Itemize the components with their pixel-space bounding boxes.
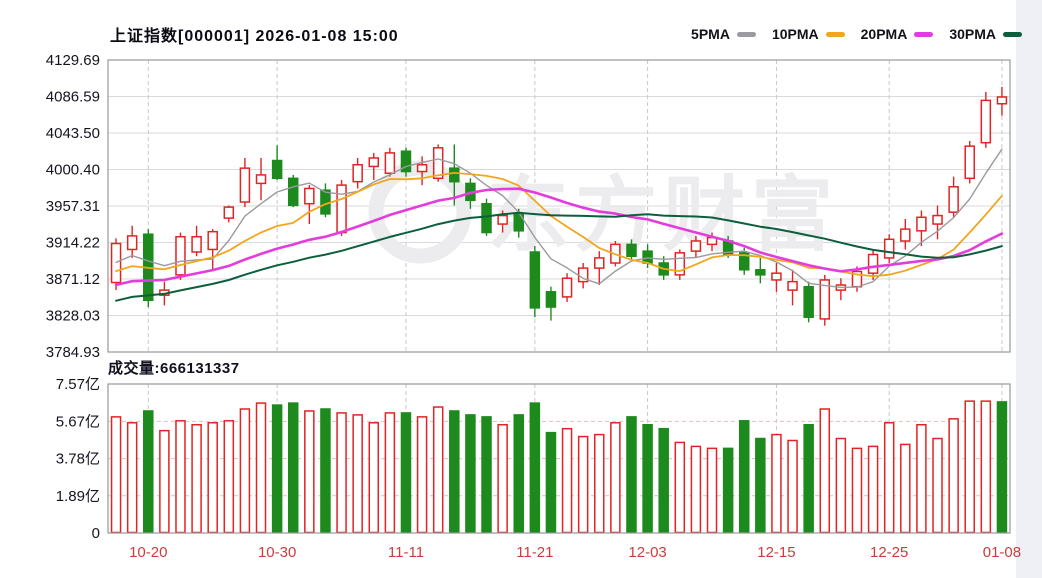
candle-down bbox=[803, 285, 814, 318]
volume-header: 成交量:666131337 bbox=[108, 357, 240, 378]
candle-up bbox=[255, 174, 267, 185]
candle-up bbox=[223, 206, 235, 219]
candle-up bbox=[916, 216, 927, 232]
volume-value: 666131337 bbox=[160, 360, 240, 377]
legend-swatch-icon bbox=[914, 31, 934, 37]
volume-y-axis-label: 1.89亿 bbox=[56, 488, 100, 505]
ma5-line bbox=[115, 148, 1003, 289]
candle-up bbox=[416, 164, 428, 173]
candle-up bbox=[304, 187, 315, 205]
ma-legend: 5PMA 10PMA 20PMA 30PMA bbox=[0, 26, 1022, 42]
price-y-axis-label: 4086.59 bbox=[46, 89, 100, 106]
candle-up bbox=[883, 238, 895, 259]
candle-down bbox=[287, 177, 299, 207]
price-y-axis-label: 4000.40 bbox=[46, 162, 100, 179]
candle-down bbox=[738, 252, 750, 271]
ma10-line bbox=[115, 171, 1003, 278]
legend-label: 30PMA bbox=[949, 26, 996, 42]
legend-label: 5PMA bbox=[691, 26, 730, 42]
x-axis-date-label: 12-03 bbox=[628, 544, 666, 561]
volume-plot-border bbox=[107, 383, 1011, 534]
candle-up bbox=[110, 242, 122, 284]
candle-up bbox=[771, 272, 782, 281]
volume-y-axis-label: 5.67亿 bbox=[56, 413, 100, 430]
candle-down bbox=[545, 291, 557, 308]
candle-down bbox=[626, 243, 637, 257]
candle-up bbox=[690, 240, 702, 252]
x-axis-date-label: 01-08 bbox=[983, 544, 1021, 561]
candle-up bbox=[980, 99, 992, 144]
price-y-axis-label: 3914.22 bbox=[46, 234, 100, 251]
legend-swatch-icon bbox=[825, 31, 845, 37]
candle-up bbox=[964, 145, 975, 180]
candle-up bbox=[594, 257, 605, 269]
candle-down bbox=[513, 213, 524, 232]
candle-up bbox=[384, 152, 396, 174]
legend-label: 10PMA bbox=[771, 26, 819, 42]
price-y-axis-label: 3957.31 bbox=[46, 198, 100, 215]
volume-y-axis-label: 0 bbox=[92, 525, 100, 542]
x-axis-date-label: 10-20 bbox=[129, 544, 167, 561]
price-y-axis-label: 3784.93 bbox=[46, 344, 100, 361]
volume-y-axis-label: 3.78亿 bbox=[56, 451, 100, 468]
candle-up bbox=[191, 236, 202, 253]
volume-y-axis-label: 7.57亿 bbox=[56, 376, 100, 393]
x-axis-date-label: 10-30 bbox=[258, 544, 296, 561]
candle-up bbox=[819, 279, 831, 320]
legend-item-10pma[interactable]: 10PMA bbox=[772, 26, 845, 42]
ma30-line bbox=[115, 211, 1003, 302]
candle-up bbox=[368, 157, 380, 168]
index-title: 上证指数[000001] 2026-01-08 15:00 bbox=[110, 28, 399, 45]
legend-swatch-icon bbox=[736, 31, 756, 37]
x-axis-date-label: 12-25 bbox=[870, 544, 908, 561]
candle-up bbox=[497, 214, 508, 225]
ma20-line bbox=[114, 187, 1004, 287]
price-y-axis-label: 3828.03 bbox=[46, 307, 100, 324]
candle-up bbox=[674, 252, 686, 276]
volume-chart-plot-area[interactable] bbox=[108, 384, 1010, 533]
x-axis-date-label: 11-21 bbox=[516, 544, 553, 561]
candle-up bbox=[175, 236, 186, 276]
legend-swatch-icon bbox=[1003, 31, 1022, 37]
candle-down bbox=[449, 167, 460, 183]
candle-up bbox=[561, 277, 573, 298]
legend-item-30pma[interactable]: 30PMA bbox=[949, 26, 1022, 42]
candle-up bbox=[996, 96, 1008, 105]
candle-up bbox=[239, 167, 251, 203]
volume-label: 成交量: bbox=[108, 360, 160, 377]
candle-up bbox=[126, 235, 138, 251]
price-y-axis-label: 4129.69 bbox=[46, 52, 100, 69]
candle-down bbox=[271, 159, 283, 180]
x-axis-date-label: 11-11 bbox=[388, 544, 424, 561]
candle-down bbox=[529, 251, 541, 309]
candle-up bbox=[352, 164, 363, 183]
candle-up bbox=[787, 280, 798, 291]
candle-up bbox=[432, 147, 444, 180]
candle-up bbox=[900, 228, 911, 242]
legend-item-5pma[interactable]: 5PMA bbox=[691, 26, 756, 42]
candle-down bbox=[481, 202, 492, 234]
price-y-axis-label: 3871.12 bbox=[46, 271, 100, 288]
x-axis-date-label: 12-15 bbox=[757, 544, 795, 561]
price-plot-border bbox=[107, 59, 1011, 353]
price-y-axis-label: 4043.50 bbox=[46, 125, 100, 142]
candle-down bbox=[400, 150, 412, 173]
candle-down bbox=[755, 269, 766, 276]
candle-up bbox=[207, 230, 218, 251]
price-chart-plot-area[interactable] bbox=[108, 60, 1010, 352]
candle-up bbox=[948, 186, 959, 213]
right-margin-strip bbox=[1016, 0, 1042, 578]
candle-up bbox=[932, 214, 943, 225]
candle-up bbox=[867, 253, 879, 274]
legend-label: 20PMA bbox=[860, 26, 908, 42]
legend-item-20pma[interactable]: 20PMA bbox=[861, 26, 934, 42]
